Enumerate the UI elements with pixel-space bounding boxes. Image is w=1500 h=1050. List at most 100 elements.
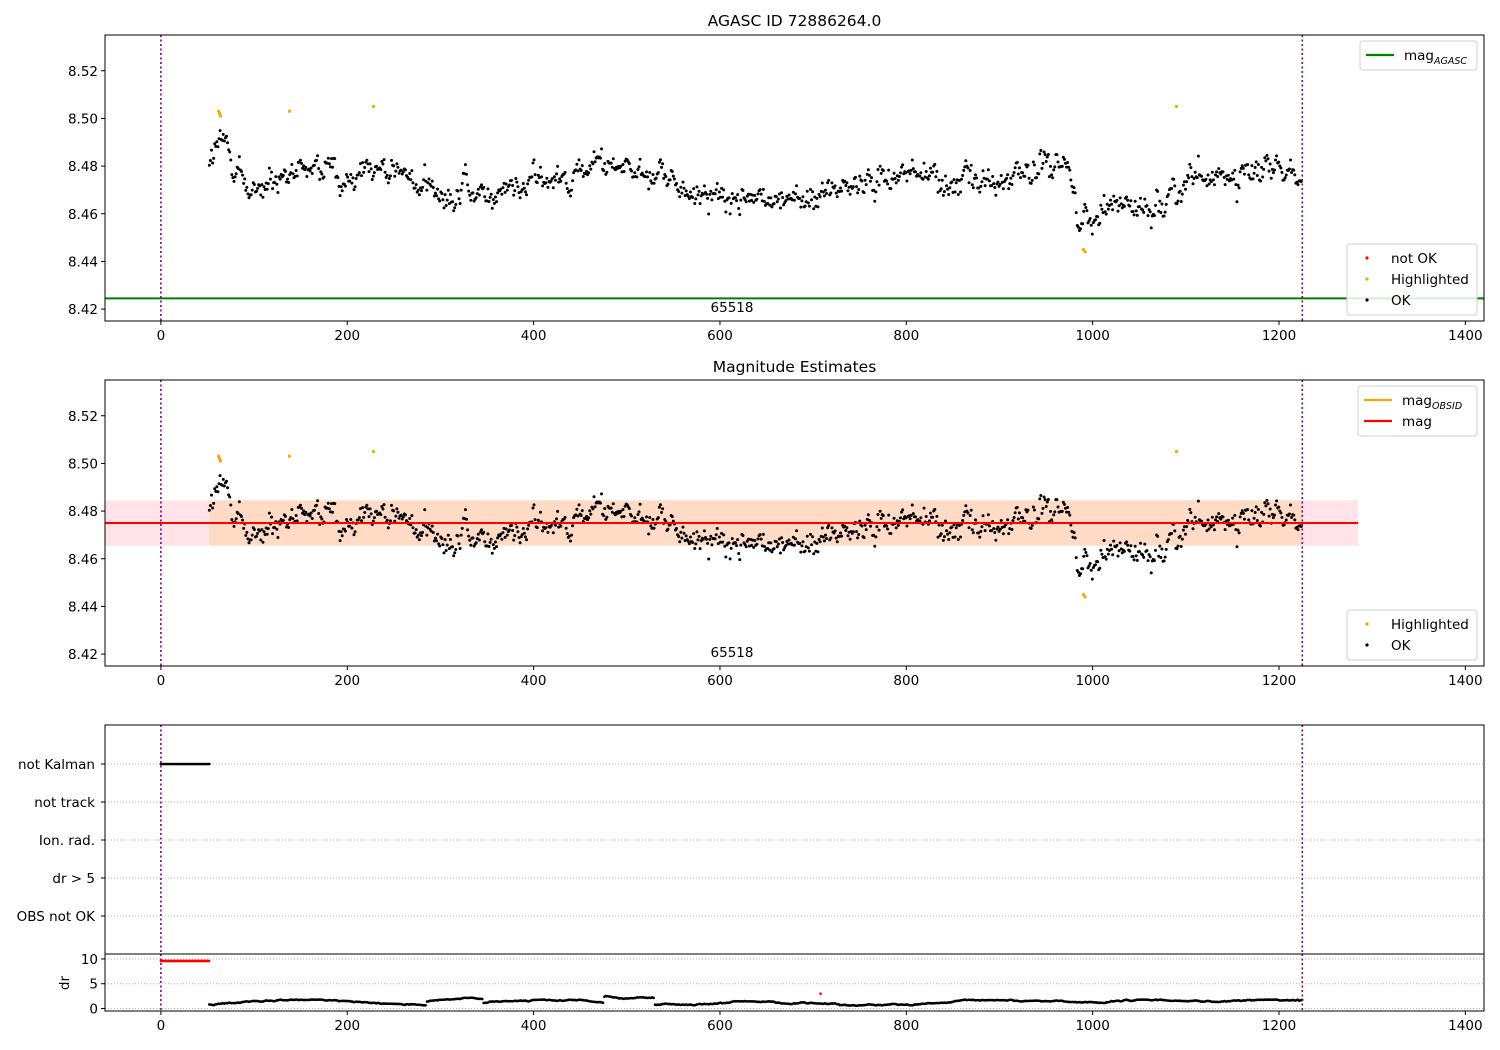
ok-point — [1192, 177, 1196, 181]
dr-point — [424, 1003, 427, 1007]
ok-point — [934, 175, 938, 179]
ok-point — [368, 162, 372, 166]
ok-point — [1295, 180, 1299, 184]
ok-point — [444, 204, 448, 208]
ok-point — [1289, 503, 1293, 507]
ok-point — [1085, 554, 1089, 558]
ok-point — [1160, 202, 1164, 206]
ok-point — [807, 549, 811, 553]
ok-point — [1067, 510, 1071, 514]
ok-point — [286, 177, 290, 181]
ok-point — [417, 193, 421, 197]
ok-point — [785, 539, 789, 543]
ok-point — [886, 527, 890, 531]
ok-point — [943, 174, 947, 178]
ok-point — [267, 511, 271, 515]
ok-point — [459, 188, 463, 192]
ok-point — [1026, 163, 1030, 167]
ok-point — [652, 526, 656, 530]
ok-point — [348, 179, 352, 183]
ok-point — [576, 514, 580, 518]
ok-point — [491, 543, 495, 547]
ok-point — [1137, 550, 1141, 554]
ok-point — [843, 179, 847, 183]
ok-point — [791, 535, 795, 539]
ok-point — [212, 156, 216, 160]
ok-point — [1186, 173, 1190, 177]
ok-point — [1233, 168, 1237, 172]
ok-point — [866, 513, 870, 517]
ok-point — [829, 536, 833, 540]
ok-point — [864, 528, 868, 532]
ok-point — [901, 163, 905, 167]
ok-point — [810, 543, 814, 547]
ok-point — [681, 525, 685, 529]
ok-point — [1046, 497, 1050, 501]
ok-point — [448, 192, 452, 196]
ok-point — [1141, 553, 1145, 557]
ok-point — [817, 192, 821, 196]
ok-point — [684, 534, 688, 538]
ok-point — [281, 518, 285, 522]
ok-point — [986, 168, 990, 172]
ok-point — [1016, 172, 1020, 176]
ok-point — [1212, 528, 1216, 532]
ok-point — [1265, 153, 1269, 157]
ok-point — [909, 513, 913, 517]
ok-point — [533, 518, 537, 522]
ok-point — [1143, 197, 1147, 201]
ok-point — [563, 515, 567, 519]
ok-point — [645, 170, 649, 174]
ok-point — [420, 189, 424, 193]
ok-point — [933, 507, 937, 511]
ok-point — [1196, 154, 1200, 158]
ok-point — [805, 189, 809, 193]
ok-point — [1099, 548, 1103, 552]
ok-point — [1050, 518, 1054, 522]
ok-point — [671, 519, 675, 523]
ok-point — [649, 524, 653, 528]
ok-point — [1271, 171, 1275, 175]
ok-point — [570, 188, 574, 192]
ok-point — [621, 508, 625, 512]
ok-point — [274, 175, 278, 179]
ok-point — [678, 195, 682, 199]
ok-point — [1081, 567, 1085, 571]
ok-point — [996, 180, 1000, 184]
ok-point — [787, 193, 791, 197]
ok-point — [520, 188, 524, 192]
ok-point — [361, 161, 365, 165]
ok-point — [471, 191, 475, 195]
ok-point — [706, 541, 710, 545]
ok-point — [1235, 200, 1239, 204]
ok-point — [588, 164, 592, 168]
ok-point — [343, 529, 347, 533]
ok-point — [438, 199, 442, 203]
ok-point — [1159, 211, 1163, 215]
ok-point — [874, 535, 878, 539]
ok-point — [941, 538, 945, 542]
ok-point — [510, 178, 514, 182]
ok-point — [800, 544, 804, 548]
ok-point — [727, 196, 731, 200]
ok-point — [834, 536, 838, 540]
ok-point — [397, 516, 401, 520]
ok-point — [365, 158, 369, 162]
ok-point — [898, 516, 902, 520]
ok-point — [1110, 547, 1114, 551]
ok-point — [896, 523, 900, 527]
ok-point — [1284, 173, 1288, 177]
ok-point — [762, 200, 766, 204]
ok-point — [225, 479, 229, 483]
ok-point — [687, 542, 691, 546]
ok-point — [1221, 170, 1225, 174]
ok-point — [776, 542, 780, 546]
ok-point — [1240, 164, 1244, 168]
ok-point — [262, 530, 266, 534]
ok-point — [278, 177, 282, 181]
ok-point — [706, 196, 710, 200]
ok-point — [267, 166, 271, 170]
y-tick-label: 0 — [89, 1002, 98, 1018]
ok-point — [1163, 555, 1167, 559]
ok-point — [858, 174, 862, 178]
